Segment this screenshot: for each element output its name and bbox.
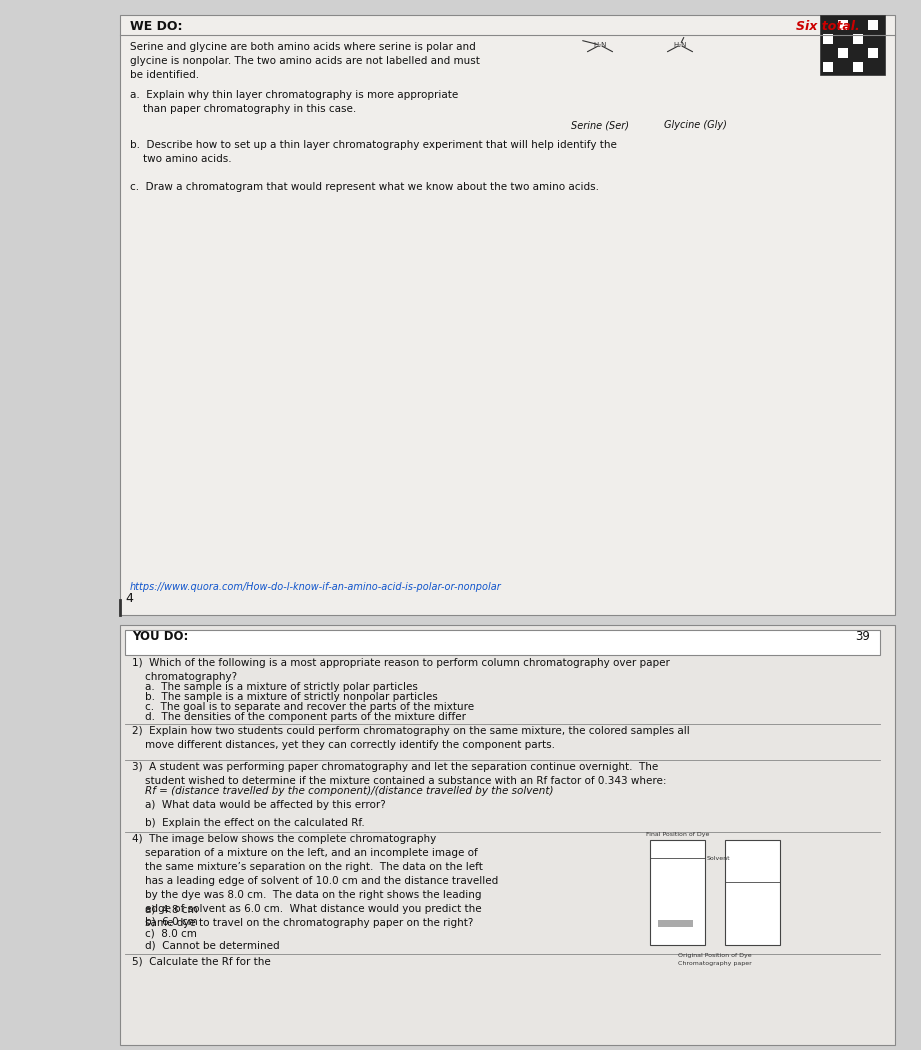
FancyBboxPatch shape [658,920,693,927]
Text: 3)  A student was performing paper chromatography and let the separation continu: 3) A student was performing paper chroma… [132,762,667,786]
Text: b.  Describe how to set up a thin layer chromatography experiment that will help: b. Describe how to set up a thin layer c… [130,140,617,164]
FancyBboxPatch shape [120,15,895,615]
Text: d)  Cannot be determined: d) Cannot be determined [145,941,280,951]
Text: H₂N: H₂N [593,42,607,48]
Text: 5)  Calculate the Rf for the: 5) Calculate the Rf for the [132,956,271,966]
Text: c.  Draw a chromatogram that would represent what we know about the two amino ac: c. Draw a chromatogram that would repres… [130,182,599,192]
FancyBboxPatch shape [650,840,705,945]
Text: 2)  Explain how two students could perform chromatography on the same mixture, t: 2) Explain how two students could perfor… [132,726,690,750]
FancyBboxPatch shape [823,34,833,44]
FancyBboxPatch shape [120,625,895,1045]
FancyBboxPatch shape [868,20,878,30]
Text: H₂N: H₂N [673,42,687,48]
Text: a.  Explain why thin layer chromatography is more appropriate
    than paper chr: a. Explain why thin layer chromatography… [130,90,459,114]
FancyBboxPatch shape [725,840,780,945]
Text: a)  What data would be affected by this error?: a) What data would be affected by this e… [145,800,386,810]
Text: d.  The densities of the component parts of the mixture differ: d. The densities of the component parts … [145,712,466,722]
Text: a.  The sample is a mixture of strictly polar particles: a. The sample is a mixture of strictly p… [145,682,418,692]
FancyBboxPatch shape [853,34,863,44]
Text: c.  The goal is to separate and recover the parts of the mixture: c. The goal is to separate and recover t… [145,702,474,712]
Text: Glycine (Gly): Glycine (Gly) [663,120,727,130]
Text: 39: 39 [855,630,870,643]
Text: Chromatography paper: Chromatography paper [678,961,752,966]
Text: b.  The sample is a mixture of strictly nonpolar particles: b. The sample is a mixture of strictly n… [145,692,437,702]
Text: Rf = (distance travelled by the component)/(distance travelled by the solvent): Rf = (distance travelled by the componen… [145,786,554,796]
FancyBboxPatch shape [820,15,885,75]
FancyBboxPatch shape [838,48,848,58]
Text: Serine and glycine are both amino acids where serine is polar and
glycine is non: Serine and glycine are both amino acids … [130,42,480,80]
Text: b)  Explain the effect on the calculated Rf.: b) Explain the effect on the calculated … [145,818,365,828]
FancyBboxPatch shape [838,20,848,30]
Text: Original Position of Dye: Original Position of Dye [678,953,752,958]
Text: 1)  Which of the following is a most appropriate reason to perform column chroma: 1) Which of the following is a most appr… [132,658,670,682]
Text: a)  4.8 cm: a) 4.8 cm [145,905,198,915]
FancyBboxPatch shape [868,48,878,58]
FancyBboxPatch shape [823,62,833,72]
Text: c)  8.0 cm: c) 8.0 cm [145,929,197,939]
Text: Six total.: Six total. [797,20,860,33]
Text: b)  6.0 cm: b) 6.0 cm [145,917,198,927]
Text: Final Position of Dye: Final Position of Dye [646,832,709,837]
Text: 4: 4 [125,592,133,605]
Text: WE DO:: WE DO: [130,20,182,33]
Text: Serine (Ser): Serine (Ser) [571,120,629,130]
Text: Solvent: Solvent [707,856,730,861]
Text: 4)  The image below shows the complete chromatography
    separation of a mixtur: 4) The image below shows the complete ch… [132,834,498,928]
FancyBboxPatch shape [853,62,863,72]
Text: YOU DO:: YOU DO: [132,630,189,643]
Text: https://www.quora.com/How-do-l-know-if-an-amino-acid-is-polar-or-nonpolar: https://www.quora.com/How-do-l-know-if-a… [130,582,502,592]
FancyBboxPatch shape [125,630,880,655]
